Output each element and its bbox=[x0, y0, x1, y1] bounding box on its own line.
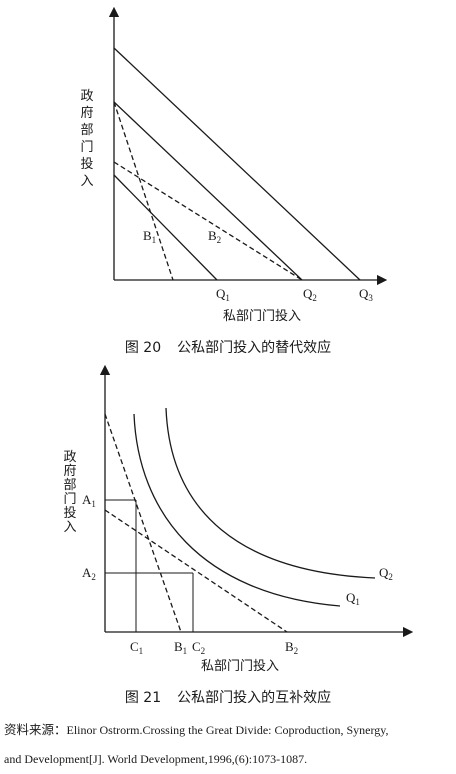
point-label-a1: A1 bbox=[82, 492, 96, 509]
y-axis-label: 政府部门投入 bbox=[63, 450, 76, 535]
y-axis-label-text: 政府部门投入 bbox=[80, 89, 93, 189]
point-label-q2: Q2 bbox=[379, 565, 393, 582]
solid-isocost-lines bbox=[113, 47, 361, 281]
point-label-b2: B2 bbox=[285, 639, 298, 656]
line-q1 bbox=[113, 174, 218, 281]
point-label-a2: A2 bbox=[82, 565, 96, 582]
source-line-2: and Development[J]. World Development,19… bbox=[4, 752, 308, 766]
dashed-line-b2 bbox=[104, 509, 288, 633]
isoquant-curves bbox=[133, 407, 376, 607]
point-label-q2: Q2 bbox=[303, 286, 317, 303]
point-label-c2: C2 bbox=[192, 639, 205, 656]
curve-q1 bbox=[133, 413, 341, 607]
guide-lines bbox=[105, 499, 194, 632]
x-axis-label: 私部门门投入 bbox=[201, 658, 279, 674]
point-label-q1: Q1 bbox=[216, 286, 230, 303]
axes bbox=[99, 364, 414, 638]
y-axis-label: 政府部门投入 bbox=[80, 89, 93, 189]
line-q3 bbox=[113, 47, 361, 281]
point-label-b1: B1 bbox=[174, 639, 187, 656]
source-line-1: 资料来源：Elinor Ostrorm.Crossing the Great D… bbox=[4, 722, 389, 737]
figure-21-caption: 图 21 公私部门投入的互补效应 bbox=[124, 690, 332, 706]
curve-q2 bbox=[165, 407, 376, 579]
point-label-q1: Q1 bbox=[346, 590, 360, 607]
complementary-effect-diagram: 政府部门投入 私部门门投入 A1 A2 C1 B1 C2 B2 Q1 Q2 bbox=[63, 364, 414, 674]
dashed-line-b2 bbox=[113, 161, 303, 281]
source-citation: 资料来源：Elinor Ostrorm.Crossing the Great D… bbox=[4, 715, 454, 774]
dashed-lines bbox=[113, 101, 303, 281]
dashed-line-b1 bbox=[104, 413, 182, 633]
line-q2 bbox=[113, 101, 303, 281]
x-axis-label: 私部门门投入 bbox=[223, 308, 301, 324]
point-label-c1: C1 bbox=[130, 639, 143, 656]
figure-20-caption: 图 20 公私部门投入的替代效应 bbox=[124, 340, 332, 356]
point-label-b2: B2 bbox=[208, 228, 221, 245]
point-label-b1: B1 bbox=[143, 228, 156, 245]
point-label-q3: Q3 bbox=[359, 286, 373, 303]
y-axis-label-text: 政府部门投入 bbox=[63, 450, 76, 535]
dashed-line-b1 bbox=[113, 101, 174, 281]
substitution-effect-diagram: 政府部门投入 私部门门投入 B1 B2 Q1 Q2 Q3 bbox=[80, 6, 388, 324]
dashed-lines bbox=[104, 413, 288, 633]
axes bbox=[108, 6, 388, 286]
